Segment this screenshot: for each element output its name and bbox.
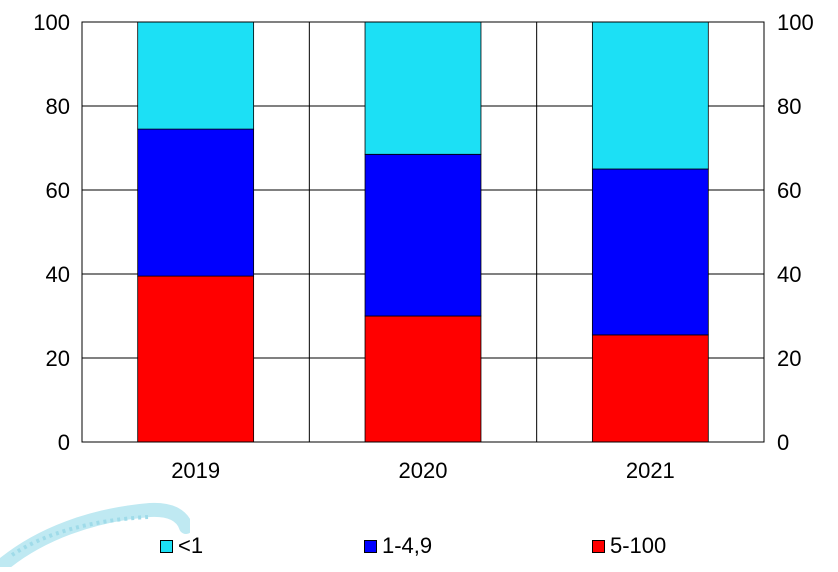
legend-item: 5-100: [592, 533, 666, 559]
bar-segment: [137, 128, 255, 277]
y-tick-label-left: 80: [46, 94, 70, 119]
y-tick-label-left: 100: [33, 10, 70, 35]
legend-item: <1: [160, 533, 203, 559]
legend-label: 5-100: [610, 533, 667, 558]
y-tick-label-right: 80: [777, 94, 801, 119]
legend-swatch: [160, 539, 173, 553]
y-tick-label-left: 60: [46, 178, 70, 203]
bar-segment: [591, 168, 709, 336]
y-tick-label-left: 20: [46, 346, 70, 371]
bar-segment: [137, 275, 255, 443]
bar-segment: [591, 334, 709, 443]
chart-legend: <1 1-4,9 5-100: [0, 533, 838, 563]
x-tick-label: 2021: [626, 458, 675, 483]
y-tick-label-right: 20: [777, 346, 801, 371]
x-tick-label: 2020: [399, 458, 448, 483]
y-tick-label-right: 0: [777, 430, 789, 455]
legend-item: 1-4,9: [364, 533, 432, 559]
bar-segment: [364, 315, 482, 443]
bar-segment: [364, 153, 482, 317]
y-tick-label-right: 40: [777, 262, 801, 287]
bar-segment: [137, 21, 255, 130]
legend-label: 1-4,9: [382, 533, 433, 558]
y-tick-label-right: 100: [777, 10, 814, 35]
x-tick-label: 2019: [171, 458, 220, 483]
bar-segment: [591, 21, 709, 170]
y-tick-label-left: 0: [58, 430, 70, 455]
y-tick-label-left: 40: [46, 262, 70, 287]
legend-swatch: [364, 539, 377, 553]
plot-border: [81, 21, 765, 443]
legend-swatch: [592, 539, 605, 553]
legend-label: <1: [178, 533, 204, 558]
y-tick-label-right: 60: [777, 178, 801, 203]
bar-segment: [364, 21, 482, 155]
